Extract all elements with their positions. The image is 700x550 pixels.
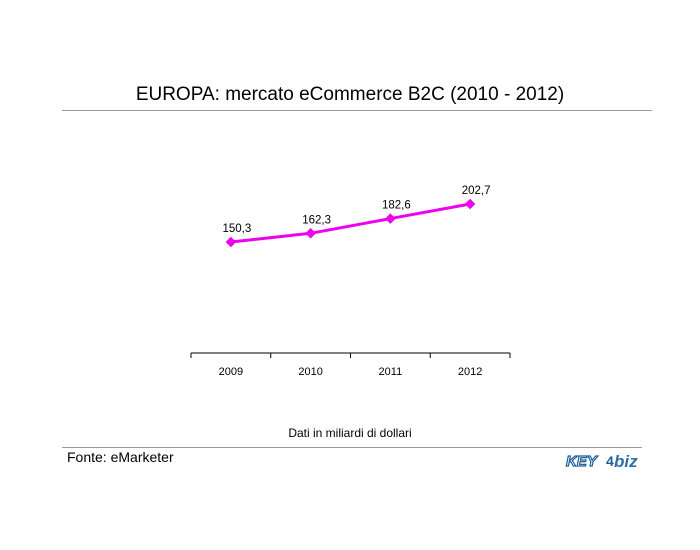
data-label: 202,7 — [462, 185, 491, 197]
x-tick-label: 2011 — [379, 366, 403, 378]
logo-biz-text: biz — [614, 452, 638, 471]
units-note: Dati in miliardi di dollari — [288, 426, 412, 440]
data-point-marker — [305, 227, 316, 239]
x-tick-label: 2009 — [219, 366, 243, 378]
data-label: 182,6 — [382, 200, 411, 212]
plot-area: 2009 2010 2011 2012 150,3 162,3 182,6 202,7 — [190, 185, 511, 378]
data-point-marker — [225, 236, 237, 248]
data-label: 150,3 — [222, 223, 251, 235]
x-tick-label: 2012 — [458, 366, 482, 378]
title-divider — [62, 110, 652, 111]
key4biz-logo: KEY 4 biz — [565, 452, 642, 472]
source-label: Fonte: eMarketer — [67, 449, 174, 465]
x-tick-label: 2010 — [298, 366, 322, 378]
series-line — [230, 202, 471, 244]
data-point-marker — [464, 198, 476, 210]
logo-key-text: KEY — [565, 452, 597, 470]
data-point-marker — [385, 213, 396, 224]
logo-four-text: 4 — [606, 453, 614, 469]
data-label: 162,3 — [302, 214, 331, 226]
footer-divider — [62, 447, 642, 448]
chart-title: EUROPA: mercato eCommerce B2C (2010 - 20… — [135, 84, 565, 105]
